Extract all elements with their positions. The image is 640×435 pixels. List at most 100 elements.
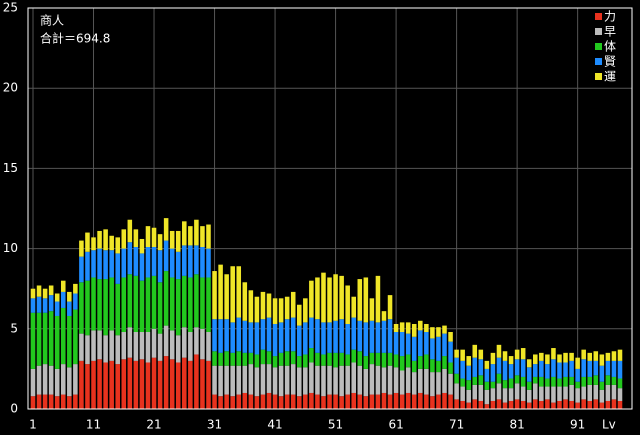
bar-segment [508,378,514,389]
bar-segment [212,394,217,409]
bar-segment [369,394,375,409]
bar-segment [133,275,139,333]
bar-segment [599,354,605,366]
bar-segment [424,323,429,333]
bar-segment [284,351,290,366]
bar-segment [436,372,441,395]
bar-segment [224,319,229,352]
bar-segment [490,352,496,365]
bar-segment [375,394,381,409]
bar-segment [448,373,453,395]
bar-segment [399,370,405,395]
bar-segment [545,399,550,409]
bar-segment [163,325,169,357]
bar-segment [533,383,538,400]
legend-label: 早 [604,25,616,39]
bar-segment [121,229,127,249]
bar-segment [460,400,465,409]
bar-segment [79,360,84,409]
bar-segment [278,396,284,409]
bar-segment [466,402,471,409]
x-tick-label: 21 [146,418,161,432]
bar-segment [333,394,338,409]
bar-segment [218,352,223,366]
bar-segment [272,298,278,324]
bar-segment [442,356,447,369]
legend-label: 賢 [604,55,616,69]
bar-segment [551,386,556,403]
bar-segment [502,351,508,361]
bar-segment [296,367,302,397]
bar-segment [266,392,272,409]
bar-segment [593,384,599,400]
bar-segment [611,351,617,361]
bar-segment [163,240,169,272]
bar-segment [617,400,623,409]
bar-segment [611,399,617,409]
bar-segment [127,242,133,275]
bar-segment [212,365,217,395]
bar-segment [42,364,48,395]
bar-segment [133,246,139,276]
bar-segment [393,354,399,368]
bar-segment [175,362,181,409]
bar-segment [296,356,302,368]
bar-segment [381,320,387,353]
bar-segment [587,384,593,401]
bar-segment [327,352,332,366]
bar-segment [315,319,320,353]
bar-segment [139,280,145,333]
bar-segment [151,328,157,358]
bar-segment [248,394,254,409]
bar-segment [526,367,532,382]
bar-segment [36,285,42,297]
bar-segment [97,248,102,280]
bar-segment [139,359,145,409]
bar-segment [405,354,411,368]
bar-segment [321,272,326,323]
bar-segment [266,317,272,352]
bar-segment [48,295,54,312]
bar-segment [145,332,151,363]
bar-segment [369,364,375,395]
bar-segment [30,312,36,369]
bar-segment [175,251,181,280]
bars [30,218,623,409]
bar-segment [411,394,417,409]
bar-segment [278,322,284,353]
y-tick-label: 25 [3,1,18,15]
bar-segment [587,352,593,361]
bar-segment [405,392,411,409]
bar-segment [54,368,60,397]
bar-segment [157,250,163,283]
bar-segment [103,229,108,251]
bar-segment [490,364,496,382]
bar-segment [375,365,381,395]
bar-segment [405,333,411,355]
bar-segment [478,400,484,409]
bar-segment [260,319,266,350]
bar-segment [121,248,127,278]
bar-segment [188,360,193,409]
bar-segment [520,359,526,377]
bar-segment [520,400,526,409]
bar-segment [514,375,520,384]
bar-segment [206,277,211,333]
bar-segment [236,266,242,318]
bar-segment [151,246,157,276]
bar-segment [430,359,435,373]
bar-segment [490,400,496,409]
bar-segment [321,396,326,409]
bar-segment [460,360,465,379]
bar-segment [563,362,568,377]
bar-segment [575,357,580,369]
bar-segment [315,352,320,366]
bar-segment [345,394,350,409]
bar-segment [169,277,175,331]
bar-segment [587,400,593,409]
bar-segment [145,362,151,409]
bar-segment [496,383,502,400]
bar-segment [514,349,520,360]
bar-segment [381,392,387,409]
